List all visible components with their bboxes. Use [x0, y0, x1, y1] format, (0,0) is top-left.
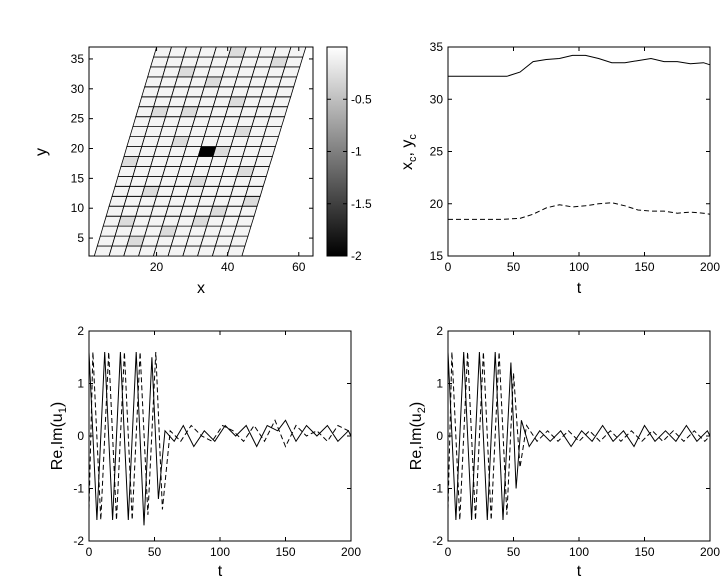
u2-y-ticks: -2 -1 0 1 2 [432, 324, 710, 548]
heatmap-cell [269, 106, 289, 118]
x-tick-label: 50 [507, 260, 521, 274]
x-tick-label: 150 [275, 545, 295, 559]
heatmap-x-label: x [197, 280, 205, 297]
u2-panel: 0 50 100 150 200 -2 -1 0 1 2 t Re,Im(u2) [408, 324, 720, 580]
y-tick-label: 15 [71, 171, 85, 185]
heatmap-cell [244, 185, 264, 197]
x-tick-label: 200 [700, 260, 720, 274]
centroid-y-ticks: 15 20 25 30 35 [430, 40, 710, 263]
centroid-x-ticks: 0 50 100 150 200 [445, 47, 720, 274]
heatmap-cell [226, 245, 246, 257]
x-tick-label: 150 [634, 545, 654, 559]
colorbar-tick-label: -1.5 [351, 197, 372, 211]
y-tick-label: -2 [432, 534, 443, 548]
x-tick-label: 100 [569, 545, 589, 559]
heatmap-cell [229, 235, 249, 247]
heatmap-cell [256, 146, 276, 157]
y-tick-label: 1 [436, 377, 443, 391]
u1-lines [88, 351, 352, 526]
series-solid-line [448, 54, 711, 77]
series-solid-line [88, 351, 352, 526]
heatmap-cell [232, 225, 252, 237]
u1-panel: 0 50 100 150 200 -2 -1 0 1 2 t Re,Im(u1) [49, 324, 361, 580]
colorbar-tick-label: -1 [351, 145, 362, 159]
heatmap-cell [235, 215, 255, 227]
y-tick-label: 5 [77, 231, 84, 245]
y-tick-label: 30 [430, 92, 444, 106]
colorbar-tick-label: -2 [351, 249, 362, 263]
colorbar-ticks: -0.5 -1 -1.5 -2 [327, 92, 372, 263]
y-tick-label: 1 [77, 377, 84, 391]
y-tick-label: 35 [71, 52, 85, 66]
heatmap-x-ticks: 20 40 60 [150, 47, 306, 274]
heatmap-cell [278, 76, 298, 88]
heatmap-cell [247, 175, 267, 187]
heatmap-cell [275, 86, 295, 98]
x-tick-label: 0 [445, 545, 452, 559]
y-tick-label: 20 [430, 197, 444, 211]
x-tick-label: 50 [148, 545, 162, 559]
x-tick-label: 200 [700, 545, 720, 559]
heatmap-cell [238, 205, 258, 217]
centroid-frame [447, 46, 711, 257]
y-tick-label: -1 [73, 482, 84, 496]
u1-y-label: Re,Im(u1) [49, 402, 69, 470]
colorbar-tick-label: -0.5 [351, 92, 372, 106]
centroid-lines [448, 54, 711, 220]
heatmap-cell [281, 66, 301, 78]
heatmap-y-ticks: 5 10 15 20 25 30 35 [71, 52, 313, 245]
u2-y-label: Re,Im(u2) [408, 402, 428, 470]
x-tick-label: 0 [445, 260, 452, 274]
y-tick-label: 0 [436, 429, 443, 443]
series-dashed-line [448, 202, 711, 220]
y-tick-label: -1 [432, 482, 443, 496]
heatmap-cell [241, 195, 261, 207]
series-solid-line [447, 351, 711, 521]
y-tick-label: -2 [73, 534, 84, 548]
heatmap-cell [272, 96, 292, 108]
centroid-panel: 0 50 100 150 200 15 20 25 30 35 t xc, yc [399, 40, 720, 297]
heatmap-cell [284, 56, 304, 68]
x-tick-label: 60 [292, 260, 306, 274]
heatmap-cell [287, 46, 307, 58]
heatmap-panel: 20 40 60 5 10 15 20 25 30 35 x y -0.5 -1 -1.5 -2 [33, 46, 372, 297]
x-tick-label: 150 [634, 260, 654, 274]
series-dashed-line [447, 351, 711, 521]
heatmap-cell [253, 156, 273, 167]
y-tick-label: 30 [71, 82, 85, 96]
heatmap-y-label: y [33, 148, 50, 156]
y-tick-label: 25 [71, 112, 85, 126]
x-tick-label: 100 [569, 260, 589, 274]
series-dashed-line [88, 351, 352, 521]
u1-y-ticks: -2 -1 0 1 2 [73, 324, 351, 548]
u1-x-ticks: 0 50 100 150 200 [86, 331, 361, 559]
heatmap-cells [93, 46, 307, 257]
x-tick-label: 50 [507, 545, 521, 559]
x-tick-label: 100 [210, 545, 230, 559]
y-tick-label: 35 [430, 40, 444, 54]
u2-x-label: t [577, 563, 582, 580]
x-tick-label: 40 [221, 260, 235, 274]
y-tick-label: 15 [430, 249, 444, 263]
y-tick-label: 20 [71, 142, 85, 156]
heatmap-cell [260, 136, 280, 147]
y-tick-label: 0 [77, 429, 84, 443]
heatmap-cell [263, 126, 283, 138]
u2-lines [447, 351, 711, 521]
heatmap-cell [250, 165, 270, 177]
u2-x-ticks: 0 50 100 150 200 [445, 331, 720, 559]
x-tick-label: 20 [150, 260, 164, 274]
y-tick-label: 10 [71, 201, 85, 215]
y-tick-label: 2 [77, 324, 84, 338]
y-tick-label: 2 [436, 324, 443, 338]
centroid-y-label: xc, yc [399, 134, 419, 170]
x-tick-label: 200 [341, 545, 361, 559]
heatmap-cell [266, 116, 286, 127]
x-tick-label: 0 [86, 545, 93, 559]
centroid-x-label: t [577, 280, 582, 297]
y-tick-label: 25 [430, 145, 444, 159]
u1-x-label: t [218, 563, 223, 580]
